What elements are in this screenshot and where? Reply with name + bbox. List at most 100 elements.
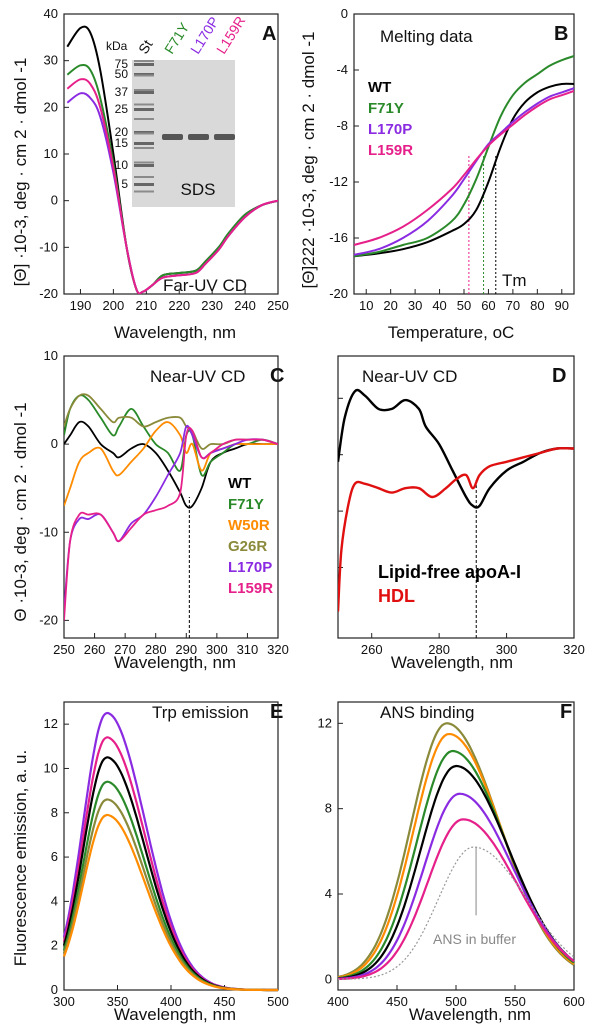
panel-e-axes: 300 350 400 450 500 0 2 4 6 8 10 12	[44, 701, 289, 1009]
gel-lane-label-st: St	[135, 37, 156, 57]
panel-e-line-w50r	[62, 813, 278, 992]
panel-f-ytick-label-3: 12	[318, 715, 332, 730]
panel-c-line-w50r	[64, 421, 278, 507]
panel-b-xtick-label-0: 10	[359, 298, 373, 313]
panel-c-line-l170p	[64, 424, 278, 612]
panel-a-line-l159r	[66, 78, 278, 294]
panel-e-xtick-label-1: 350	[107, 994, 129, 1009]
panel-f-line-wt	[337, 764, 575, 980]
panel-f-line-ans-in-buffer	[338, 846, 575, 980]
gel-marker-band-5	[134, 183, 154, 186]
gel-marker-label-75: 75	[115, 57, 129, 71]
panel-e-xtick-label-2: 400	[160, 994, 182, 1009]
panel-f-xtick-label-2: 500	[445, 994, 467, 1009]
panel-c-series	[64, 393, 278, 621]
panel-c-ytick-label-2: 0	[51, 436, 58, 451]
panel-b-ytick-label-1: -16	[329, 230, 348, 245]
panel-e-ytick-label-5: 10	[44, 760, 58, 775]
panel-c-ytick-label-1: -10	[39, 524, 58, 539]
panel-b-xtick-label-3: 40	[432, 298, 446, 313]
panel-c-xtick-label-2: 270	[114, 642, 136, 657]
panel-c-xtick-label-6: 310	[237, 642, 259, 657]
panel-b-xtick-label-1: 20	[383, 298, 397, 313]
panel-e-ytick-label-6: 12	[44, 716, 58, 731]
gel-marker-band-75	[134, 63, 154, 66]
panel-c-xtick-label-3: 280	[145, 642, 167, 657]
panel-b-ytick-label-5: 0	[341, 6, 348, 21]
panel-c-legend-g26r: G26R	[228, 538, 267, 555]
panel-e-ytick-label-0: 0	[51, 982, 58, 997]
panel-f: Wavelength, nm F ANS binding ANS in buff…	[380, 701, 572, 1024]
panel-d-series	[338, 388, 574, 612]
panel-b-ylabel: [Θ]222 ·10-3, deg · cm 2 · dmol -1	[299, 32, 318, 289]
panel-a-xtick-label-0: 190	[70, 298, 92, 313]
gel-marker-band-15	[134, 142, 154, 145]
gel-ladder-band-1	[134, 74, 154, 77]
panel-c-xtick-label-7: 320	[267, 642, 289, 657]
panel-c-letter: C	[270, 365, 284, 387]
panel-f-ytick-label-1: 4	[325, 886, 332, 901]
gel-ladder-band-0	[134, 60, 154, 62]
gel-marker-label-37: 37	[115, 85, 129, 99]
gel-lane-label-f71y: F71Y	[161, 19, 193, 56]
panel-d-legend-lipid-free-apoa-i: Lipid-free apoA-I	[378, 562, 521, 582]
panel-a-xlabel: Wavelength, nm	[114, 323, 236, 342]
panel-b-line-l159r	[354, 90, 574, 246]
gel-kda-label: kDa	[106, 39, 128, 53]
panel-c-title: Near-UV CD	[150, 367, 245, 386]
panel-b-legend-wt: WT	[368, 79, 391, 96]
panel-e-ylabel: Fluorescence emission, a. u.	[11, 750, 30, 966]
gel-ladder-band-6	[134, 147, 154, 149]
panel-e-xtick-label-3: 450	[214, 994, 236, 1009]
panel-e-series	[62, 711, 278, 992]
panel-f-title: ANS binding	[380, 703, 475, 722]
panel-f-series	[337, 722, 575, 981]
panel-e-line-l159r	[62, 736, 278, 992]
panel-e-line-wt	[62, 756, 278, 992]
gel-ladder-band-5	[134, 132, 154, 135]
panel-d-xtick-label-3: 320	[563, 642, 585, 657]
panel-e-xtick-label-0: 300	[53, 994, 75, 1009]
panel-e-letter: E	[270, 701, 283, 723]
panel-d-xlabel: Wavelength, nm	[391, 653, 513, 672]
gel-marker-label-25: 25	[115, 102, 129, 116]
panel-b-legend-l159r: L159R	[368, 142, 413, 159]
panel-b-ytick-label-3: -8	[336, 118, 348, 133]
panel-f-xtick-label-0: 400	[327, 994, 349, 1009]
panel-b-xlabel: Temperature, oC	[388, 323, 515, 342]
gel-marker-label-20: 20	[115, 125, 129, 139]
panel-d-axes: 260 280 300 320	[337, 355, 585, 657]
gel-title: SDS	[181, 180, 216, 199]
panel-d-letter: D	[552, 365, 566, 387]
panel-d-xtick-label-1: 280	[428, 642, 450, 657]
panel-b-line-wt	[354, 82, 574, 258]
panel-e-ytick-label-3: 6	[51, 849, 58, 864]
panel-b-tm-label: Tm	[502, 271, 527, 290]
panel-e-xlabel: Wavelength, nm	[114, 1005, 236, 1024]
panel-b-legend-l170p: L170P	[368, 121, 412, 138]
panel-c-xtick-label-5: 300	[206, 642, 228, 657]
panel-a-xtick-label-1: 200	[103, 298, 125, 313]
panel-d-title: Near-UV CD	[362, 367, 457, 386]
panel-b-ytick-label-2: -12	[329, 174, 348, 189]
panel-c-xtick-label-1: 260	[84, 642, 106, 657]
panel-e-xtick-label-4: 500	[267, 994, 289, 1009]
panel-c-axes: 250 260 270 280 290 300 310 320 -20 -10 0 10	[39, 348, 289, 657]
panel-d-frame	[337, 355, 575, 639]
panel-a-letter: A	[262, 23, 276, 45]
panel-a-xtick-label-3: 220	[168, 298, 190, 313]
panel-c-line-l159r	[64, 426, 278, 621]
panel-c-legend-f71y: F71Y	[228, 496, 264, 513]
panel-a-ytick-label-1: -10	[39, 239, 58, 254]
panel-b-xtick-label-2: 30	[408, 298, 422, 313]
panel-a-xtick-label-2: 210	[135, 298, 157, 313]
panel-a-xtick-label-5: 240	[234, 298, 256, 313]
gel-protein-band-1	[188, 134, 209, 140]
panel-b-title: Melting data	[380, 27, 473, 46]
panel-f-ytick-label-0: 0	[325, 971, 332, 986]
panel-f-axes: 400 450 500 550 600 0 4 8 12	[318, 701, 585, 1009]
gel-ladder-band-9	[134, 190, 154, 193]
panel-c-legend-w50r: W50R	[228, 517, 270, 534]
panel-b-axes: 10 20 30 40 50 60 70 80 90 -20 -16 -12 -8 -4 0	[329, 6, 575, 313]
